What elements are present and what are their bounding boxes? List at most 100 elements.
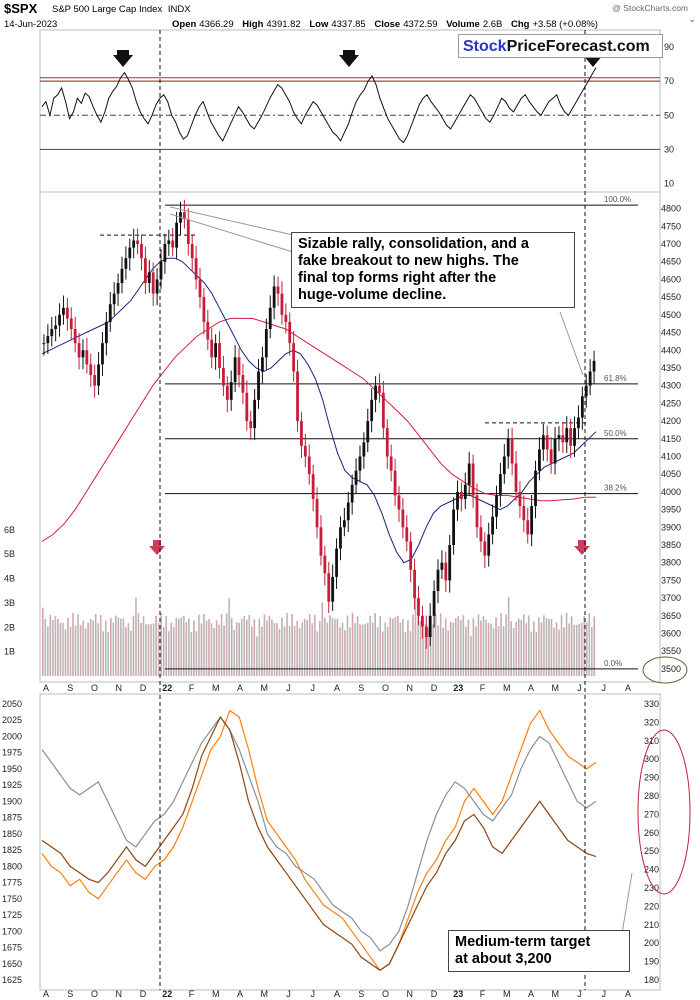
x-month-label: A	[625, 989, 631, 999]
candle-body	[222, 367, 225, 386]
rsi-tick-label: 10	[664, 178, 674, 188]
candle-body	[460, 491, 463, 499]
volume-bar	[490, 623, 492, 676]
symbol: $SPX	[4, 1, 38, 16]
volume-bar	[286, 612, 288, 676]
volume-bar	[560, 615, 563, 676]
x-month-label: J	[286, 989, 291, 999]
volume-bar	[291, 614, 293, 676]
price-tick-label: 3700	[661, 593, 681, 603]
callout-bottom: Medium-term target at about 3,200	[448, 930, 630, 972]
candle-body	[186, 219, 190, 245]
volume-bar	[127, 622, 130, 676]
volume-bar	[42, 607, 44, 676]
x-month-label: A	[237, 683, 243, 693]
volume-bar	[238, 622, 241, 676]
right-tick-label: 300	[644, 754, 659, 764]
volume-bar	[223, 625, 225, 676]
candle-body	[518, 491, 522, 507]
candle-body	[104, 321, 108, 344]
candle-body	[448, 544, 452, 581]
ohlc-readout: Open 4366.29 High 4391.82 Low 4337.85 Close…	[172, 19, 598, 30]
volume-bar	[437, 625, 439, 676]
volume-bar	[394, 617, 397, 676]
volume-bar	[208, 619, 210, 676]
volume-bar	[233, 629, 235, 676]
volume-bar	[162, 627, 165, 676]
copyright: @ StockCharts.com	[612, 3, 688, 13]
left-tick-label: 1900	[2, 796, 22, 806]
x-month-label: A	[528, 989, 534, 999]
volume-bar	[500, 612, 502, 676]
candle-body	[249, 421, 253, 429]
volume-bar	[145, 623, 147, 676]
candle-body	[97, 364, 100, 386]
brand-logo[interactable]: StockPriceForecast.com	[458, 34, 663, 58]
comparison-layer: 2050 2025 2000 1975 1950 1925 1900 1875 1850 1825…	[2, 699, 659, 999]
volume-bar	[193, 620, 195, 676]
volume-bar	[444, 618, 447, 676]
callout-leader-top-2	[169, 213, 294, 253]
volume-bar	[525, 623, 528, 676]
price-tick-label: 3750	[661, 575, 681, 585]
candle-body	[128, 247, 132, 259]
price-target-ellipse	[637, 729, 691, 895]
volume-bar	[331, 617, 334, 676]
candle-body	[65, 307, 69, 319]
volume-bar	[359, 624, 361, 676]
candle-body	[530, 506, 534, 535]
volume-bar	[482, 615, 485, 676]
volume-bar	[477, 614, 480, 676]
volume-bar	[449, 621, 452, 676]
volume-bar	[198, 614, 200, 676]
volume-bar	[140, 622, 142, 676]
volume-tick-label: 5B	[4, 549, 15, 559]
candle-body	[514, 463, 518, 492]
volume-bar	[540, 622, 543, 676]
volume-bar	[465, 626, 467, 676]
volume-bar	[583, 615, 586, 676]
x-month-label: M	[552, 683, 560, 693]
volume-bar	[346, 615, 349, 676]
volume-bar	[316, 631, 319, 676]
candle-body	[253, 399, 257, 429]
x-month-label: 23	[453, 989, 463, 999]
x-month-label: D	[431, 989, 438, 999]
volume-bar	[298, 628, 301, 676]
x-month-label: J	[602, 683, 607, 693]
volume-bar	[266, 620, 268, 676]
candle-body	[303, 445, 307, 457]
candle-body	[315, 498, 319, 528]
volume-bar	[69, 627, 72, 676]
candle-body	[171, 240, 175, 248]
left-tick-label: 1800	[2, 861, 22, 871]
x-month-label: 23	[453, 683, 463, 693]
fib-label: 50.0%	[604, 429, 627, 438]
candle-body	[77, 343, 81, 358]
volume-bar	[253, 619, 256, 676]
x-month-label: M	[503, 989, 511, 999]
callout-top-line: final top forms right after the	[298, 270, 497, 286]
volume-bar	[520, 619, 523, 676]
volume-bar	[495, 617, 497, 676]
candle-body	[483, 541, 487, 556]
price-tick-label: 3500	[661, 664, 681, 674]
volume-bar	[487, 623, 490, 676]
x-month-label: J	[311, 683, 316, 693]
volume-bar	[442, 627, 444, 676]
volume-bar	[200, 623, 203, 676]
fib-label: 0.0%	[604, 659, 622, 668]
volume-bar	[480, 620, 482, 676]
candle-body	[183, 212, 186, 220]
right-tick-label: 180	[644, 975, 659, 985]
volume-bar	[467, 619, 470, 676]
candle-body	[553, 438, 557, 464]
price-tick-label: 3600	[661, 629, 681, 639]
candle-body	[502, 456, 506, 475]
candle-body	[366, 421, 370, 443]
volume-bar	[550, 619, 553, 676]
chevron-down-icon: ⌄	[688, 14, 696, 24]
candle-body	[510, 438, 514, 464]
zoom-button[interactable]: ⌄	[688, 14, 696, 25]
candle-body	[339, 527, 342, 549]
